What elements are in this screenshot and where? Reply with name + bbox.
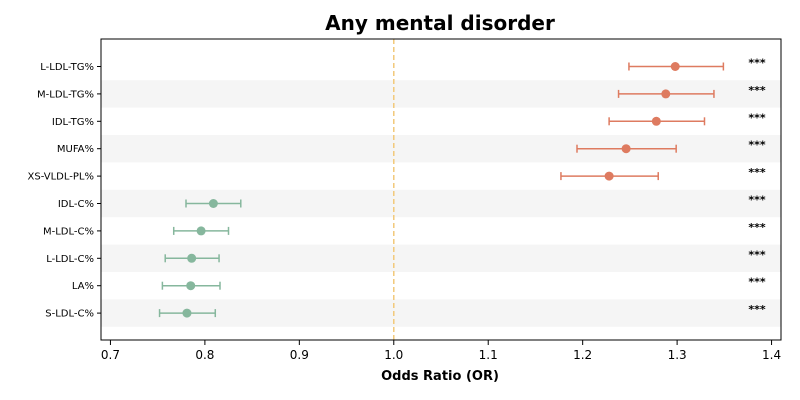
significance-label: *** [748, 194, 766, 207]
point-estimate [670, 62, 680, 71]
row-band [101, 135, 781, 163]
y-tick-label: IDL-C% [58, 199, 94, 210]
significance-label: *** [748, 57, 766, 70]
plot-frame [100, 38, 782, 341]
y-tick-label: MUFA% [57, 144, 94, 155]
x-tick-label: 0.9 [290, 348, 309, 362]
x-tick-label: 1.3 [668, 348, 687, 362]
x-tick-label: 1.0 [384, 348, 403, 362]
significance-label: *** [748, 84, 766, 97]
y-tick-label: IDL-TG% [52, 117, 94, 128]
y-tick-label: LA% [72, 281, 94, 292]
y-tick-label: M-LDL-TG% [37, 89, 94, 100]
x-tick-label: 0.7 [101, 348, 120, 362]
x-tick-label: 1.1 [479, 348, 498, 362]
point-estimate [186, 281, 196, 291]
x-axis: 0.7 0.8 0.9 1.0 1.1 1.2 1.3 1.4 [101, 340, 781, 362]
point-estimate [182, 308, 192, 318]
point-estimate [621, 144, 631, 154]
y-tick-label: XS-VLDL-PL% [28, 172, 94, 183]
marks: *** *** *** *** *** *** *** *** *** *** [158, 57, 766, 318]
y-tick-label: S-LDL-C% [45, 309, 94, 320]
x-axis-label: Odds Ratio (OR) [381, 369, 499, 384]
significance-label: *** [748, 303, 766, 316]
chart-title: Any mental disorder [325, 11, 555, 35]
point-estimate [187, 253, 197, 263]
point-estimate [651, 116, 661, 126]
point-estimate [208, 199, 218, 208]
y-axis: L-LDL-TG% M-LDL-TG% IDL-TG% MUFA% XS-VLDL-PL… [28, 62, 101, 320]
significance-label: *** [748, 139, 766, 152]
significance-label: *** [748, 221, 766, 234]
x-tick-label: 0.8 [195, 348, 214, 362]
significance-label: *** [748, 111, 766, 124]
point-estimate [661, 89, 671, 99]
y-tick-label: L-LDL-TG% [40, 62, 94, 73]
point-estimate [604, 171, 614, 181]
point-estimate [196, 226, 206, 236]
y-tick-label: L-LDL-C% [46, 254, 94, 265]
y-tick-label: M-LDL-C% [43, 226, 94, 237]
significance-label: *** [748, 166, 766, 179]
x-tick-label: 1.4 [762, 348, 781, 362]
significance-label: *** [748, 276, 766, 289]
x-tick-label: 1.2 [573, 348, 592, 362]
significance-label: *** [748, 248, 766, 261]
